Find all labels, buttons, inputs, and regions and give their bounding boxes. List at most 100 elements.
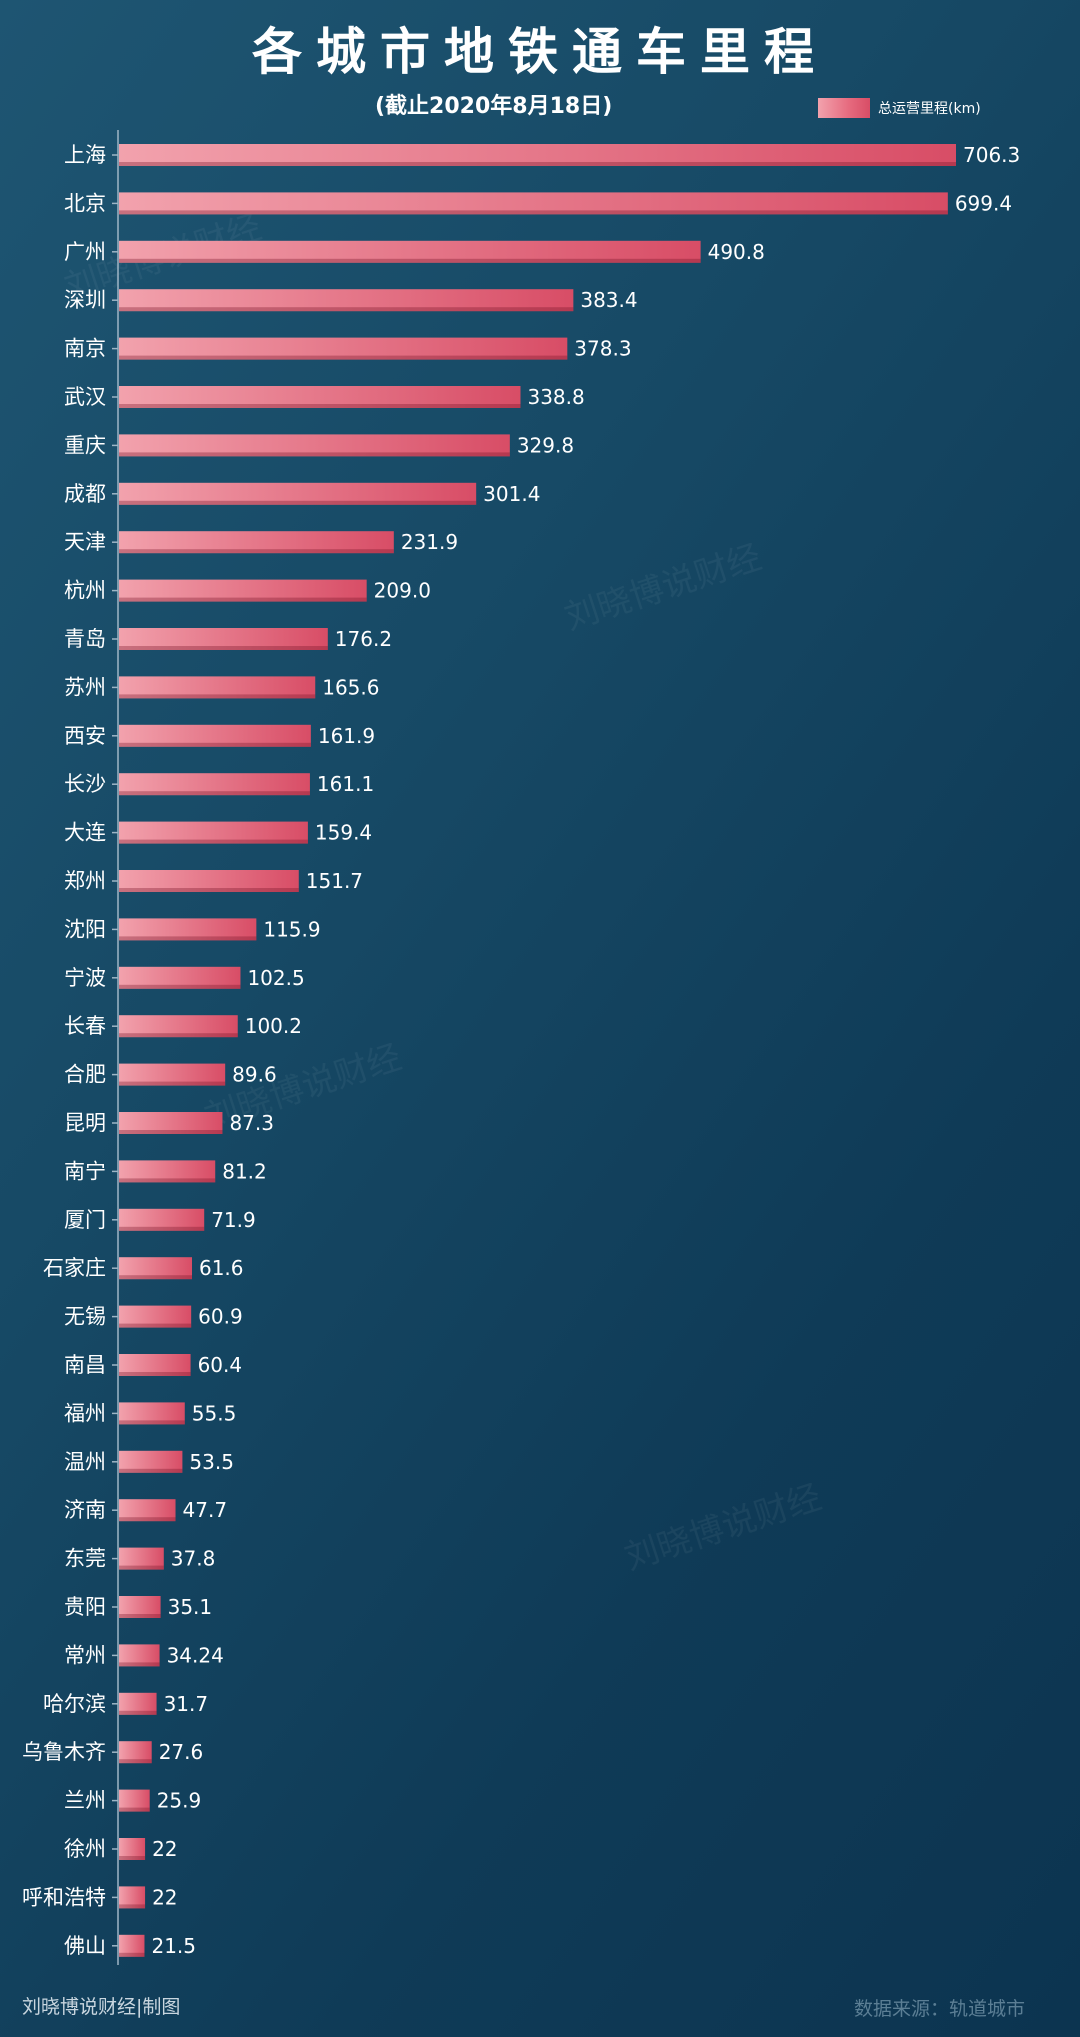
bar-shadow [119, 1420, 185, 1425]
bar [119, 1015, 238, 1038]
category-label: 青岛 [64, 627, 106, 651]
data-label: 115.9 [263, 917, 320, 941]
bar-shadow [119, 1807, 150, 1812]
bar [119, 144, 956, 166]
category-label: 上海 [64, 143, 106, 167]
data-label: 31.7 [164, 1692, 209, 1716]
bar [119, 1160, 216, 1183]
bar [119, 1596, 161, 1618]
data-label: 60.9 [198, 1305, 243, 1329]
bar-shadow [119, 1710, 157, 1715]
bar-chart: 上海 706.3 北京 699.4 广州 490.8 深圳 383.4 南京 378.3 武汉 338… [22, 130, 1012, 1965]
bar [119, 1063, 226, 1086]
bar-shadow [119, 452, 510, 457]
bar-shadow [119, 355, 568, 360]
bar [119, 1934, 145, 1957]
data-label: 53.5 [189, 1450, 234, 1474]
bar-shadow [119, 1081, 226, 1086]
category-label: 济南 [64, 1498, 106, 1522]
category-label: 郑州 [64, 869, 106, 893]
bar-shadow [119, 1468, 183, 1473]
bar [119, 579, 367, 602]
bar [119, 386, 521, 408]
category-label: 成都 [64, 482, 106, 506]
bar-shadow [119, 1614, 161, 1618]
data-label: 22 [152, 1837, 177, 1861]
chart-subtitle: (截止2020年8月18日) [375, 94, 613, 119]
category-label: 哈尔滨 [43, 1692, 106, 1716]
bar-shadow [119, 1856, 146, 1860]
data-label: 161.1 [317, 772, 374, 796]
bar [119, 1208, 205, 1231]
bar-shadow [119, 694, 316, 699]
chart-title: 各城市地铁通车里程 [252, 23, 828, 81]
category-label: 贵阳 [64, 1595, 106, 1619]
legend-label: 总运营里程(km) [878, 101, 981, 117]
bar [119, 1112, 223, 1134]
category-label: 石家庄 [43, 1256, 106, 1280]
bar-shadow [119, 597, 367, 602]
data-label: 21.5 [151, 1934, 196, 1958]
category-label: 呼和浩特 [22, 1885, 106, 1909]
data-label: 34.24 [167, 1643, 224, 1667]
bar-shadow [119, 210, 948, 215]
bar [119, 337, 568, 360]
category-label: 长沙 [64, 772, 106, 796]
category-label: 温州 [64, 1450, 106, 1474]
category-label: 东莞 [64, 1547, 106, 1571]
bar-shadow [119, 888, 299, 892]
data-label: 338.8 [527, 385, 584, 409]
data-label: 22 [152, 1885, 177, 1909]
category-label: 南宁 [64, 1159, 106, 1183]
bar-shadow [119, 500, 477, 505]
data-label: 37.8 [171, 1547, 216, 1571]
category-label: 广州 [64, 240, 106, 264]
category-label: 杭州 [64, 579, 106, 603]
category-label: 无锡 [64, 1305, 106, 1329]
bar [119, 482, 477, 505]
data-label: 490.8 [708, 240, 765, 264]
data-label: 61.6 [199, 1256, 244, 1280]
bar-shadow [119, 258, 701, 263]
category-label: 徐州 [64, 1837, 106, 1861]
category-label: 重庆 [64, 433, 106, 457]
bar-shadow [119, 791, 310, 796]
bar [119, 773, 310, 796]
data-label: 699.4 [955, 191, 1012, 215]
bar-shadow [119, 1662, 160, 1667]
category-label: 武汉 [64, 385, 106, 409]
data-label: 176.2 [335, 627, 392, 651]
category-label: 佛山 [64, 1934, 106, 1958]
bar [119, 1402, 185, 1425]
category-label: 合肥 [64, 1063, 106, 1087]
bar-shadow [119, 839, 308, 844]
data-label: 55.5 [192, 1401, 237, 1425]
category-label: 天津 [64, 530, 106, 554]
bar-shadow [119, 1372, 191, 1376]
data-label: 35.1 [168, 1595, 213, 1619]
data-label: 161.9 [318, 724, 375, 748]
bar [119, 1789, 150, 1812]
data-label: 209.0 [374, 579, 431, 603]
bar-shadow [119, 1130, 223, 1134]
bar-shadow [119, 1759, 152, 1764]
data-label: 151.7 [306, 869, 363, 893]
bar [119, 1499, 176, 1522]
bar [119, 1741, 152, 1764]
bar-shadow [119, 404, 521, 408]
data-label: 27.6 [159, 1740, 204, 1764]
data-label: 25.9 [157, 1789, 202, 1813]
data-label: 89.6 [232, 1063, 277, 1087]
category-label: 厦门 [64, 1208, 106, 1232]
category-label: 福州 [64, 1401, 106, 1425]
category-label: 昆明 [64, 1111, 106, 1135]
category-label: 兰州 [64, 1789, 106, 1813]
data-label: 102.5 [247, 966, 304, 990]
bar [119, 240, 701, 263]
category-label: 南京 [64, 337, 106, 361]
bar-shadow [119, 1178, 216, 1183]
data-label: 378.3 [574, 337, 631, 361]
bar [119, 192, 948, 215]
bar [119, 1886, 146, 1909]
category-label: 常州 [64, 1643, 106, 1667]
